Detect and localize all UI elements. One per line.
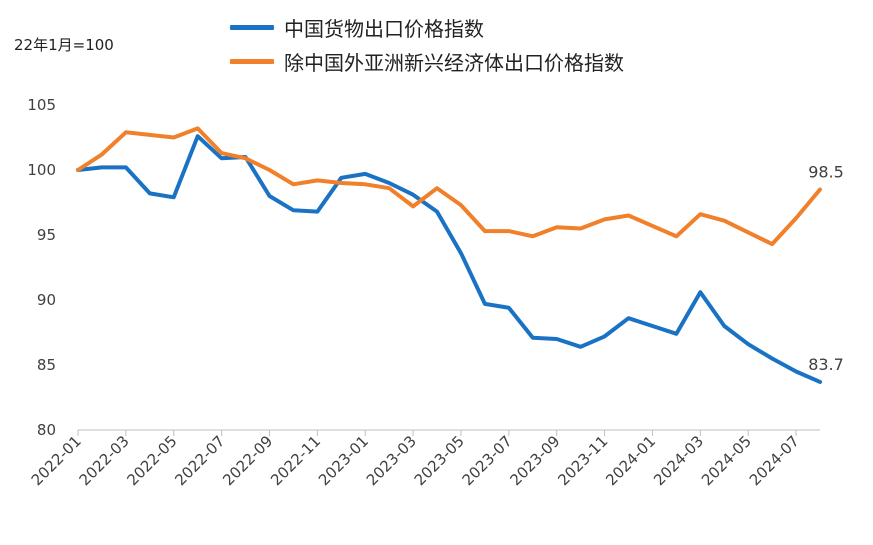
x-tick-label: 2024-07 [746,432,803,489]
x-tick-label: 2022-11 [267,432,324,489]
x-tick-label: 2022-05 [124,432,181,489]
series-line-asia-ex-china [76,126,822,247]
y-tick-label: 100 [27,161,56,179]
legend-item-china: 中国货物出口价格指数 [230,10,624,44]
x-tick-label: 2024-01 [602,432,659,489]
legend-item-asia-ex-china: 除中国外亚洲新兴经济体出口价格指数 [230,44,624,78]
y-tick-label: 80 [37,421,56,439]
x-tick-label: 2023-07 [459,432,516,489]
x-tick-label: 2022-07 [171,432,228,489]
x-tick-label: 2023-03 [363,432,420,489]
x-tick-label: 2024-05 [698,432,755,489]
x-tick-label: 2024-03 [650,432,707,489]
legend-label-china: 中国货物出口价格指数 [284,16,484,41]
series-line-china [76,134,822,384]
x-tick-label: 2022-09 [219,432,276,489]
legend-swatch-asia-ex-china [230,58,274,64]
y-tick-label: 90 [37,291,56,309]
chart-legend: 中国货物出口价格指数 除中国外亚洲新兴经济体出口价格指数 [230,10,624,78]
unit-note: 22年1月=100 [14,36,114,54]
y-tick-label: 85 [37,356,56,374]
chart-series [76,126,822,384]
chart-data-labels: 83.7 98.5 [808,163,844,374]
x-tick-label: 2023-05 [411,432,468,489]
data-label-asia-ex-china-last: 98.5 [808,163,844,182]
x-tick-label: 2023-09 [506,432,563,489]
data-label-china-last: 83.7 [808,355,844,374]
y-tick-label: 95 [37,226,56,244]
legend-swatch-china [230,24,274,30]
x-tick-label: 2022-01 [28,432,85,489]
x-tick-label: 2022-03 [76,432,133,489]
x-tick-label: 2023-11 [554,432,611,489]
legend-label-asia-ex-china: 除中国外亚洲新兴经济体出口价格指数 [284,50,624,75]
y-tick-label: 105 [27,96,56,114]
x-tick-label: 2023-01 [315,432,372,489]
